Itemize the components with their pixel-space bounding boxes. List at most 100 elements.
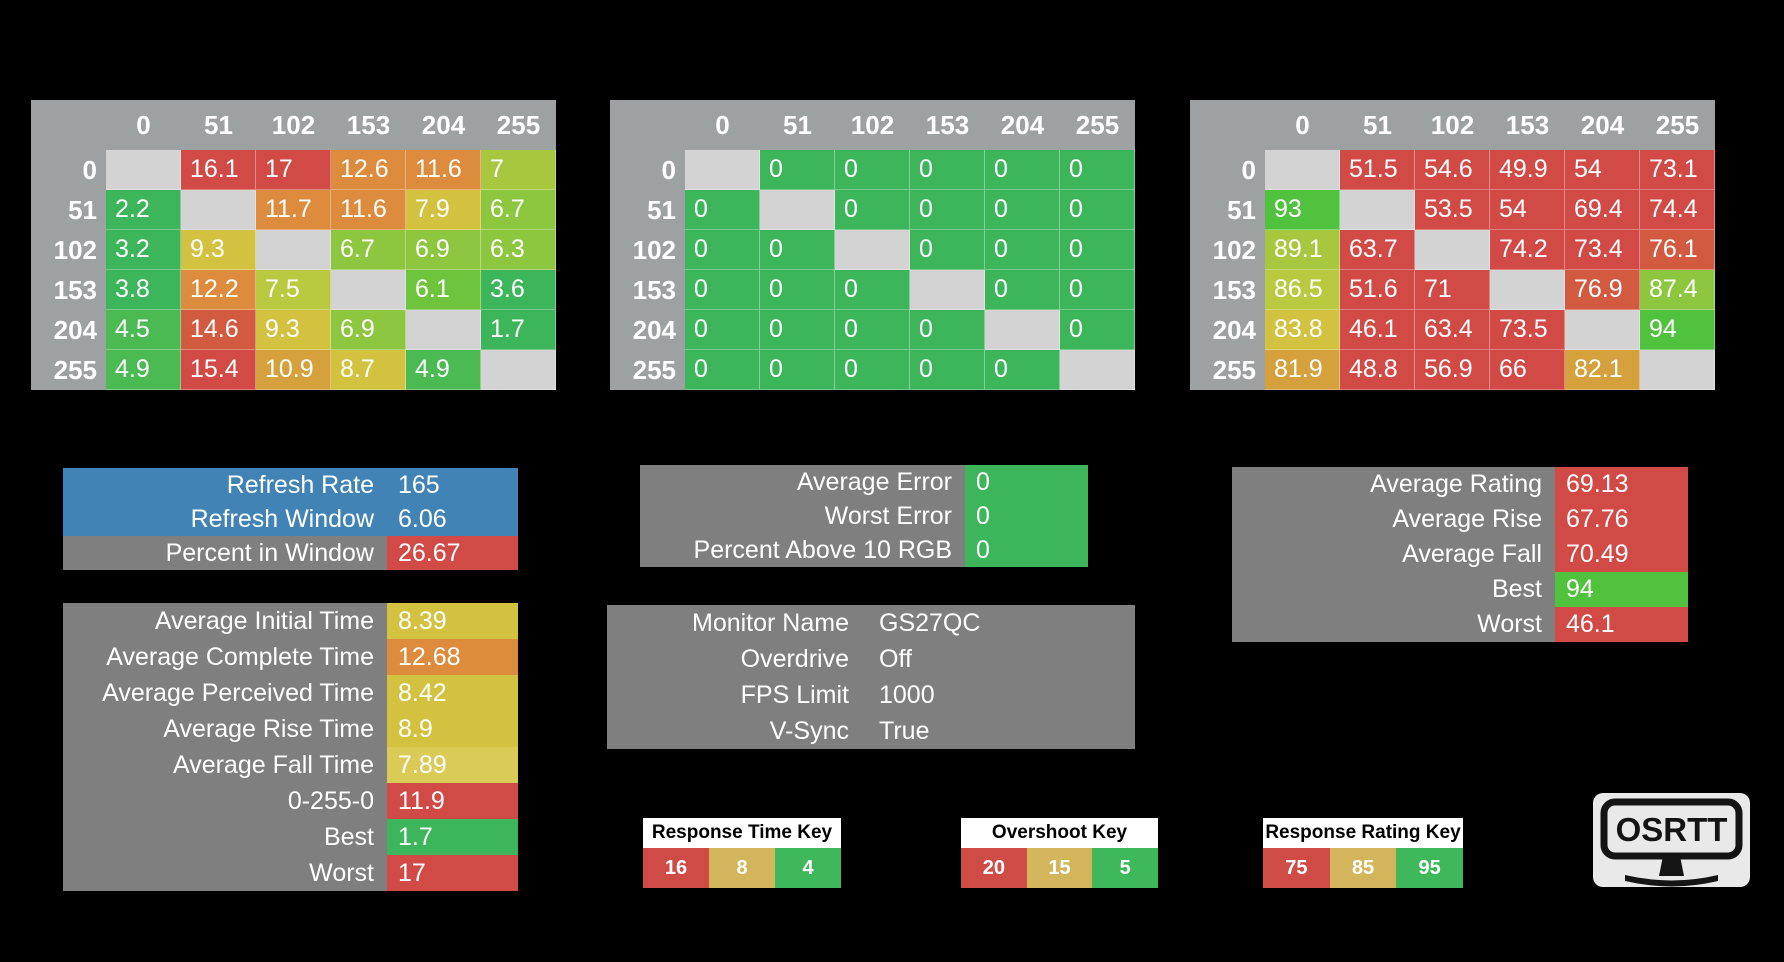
matrix-cell: 0 — [760, 150, 835, 190]
column-header: 51 — [783, 109, 812, 140]
column-header: 255 — [496, 109, 541, 140]
panel-row: Overdrive Off — [607, 641, 1135, 677]
panel-label: 0-255-0 — [63, 783, 387, 819]
matrix-cell — [256, 230, 331, 270]
matrix-cell: 1.7 — [481, 310, 556, 350]
matrix-cell: 69.4 — [1565, 190, 1640, 230]
matrix-cell: 10.9 — [256, 350, 331, 390]
overshoot-key: Overshoot Key 20 15 5 — [961, 818, 1159, 888]
matrix-cell: 82.1 — [1565, 350, 1640, 390]
matrix-cell: 6.3 — [481, 230, 556, 270]
matrix-cell: 76.9 — [1565, 270, 1640, 310]
panel-row: Best 94 — [1232, 572, 1688, 607]
panel-value: 165 — [387, 468, 518, 502]
key-swatch-row: 20 15 5 — [961, 848, 1159, 888]
monitor-base-icon — [1625, 875, 1718, 887]
matrix-cell: 53.5 — [1415, 190, 1490, 230]
panel-value: 67.76 — [1555, 502, 1688, 537]
key-swatch: 15 — [1026, 848, 1093, 888]
matrix-corner — [1190, 100, 1265, 150]
response-time-matrix: 0 51 102 153 204 255 0 16.1 17 12.6 11.6 7 51 2.2 11.7… — [31, 100, 556, 390]
row-header: 0 — [661, 154, 676, 185]
panel-row: Average Perceived Time 8.42 — [63, 675, 518, 711]
row-header: 0 — [1241, 154, 1256, 185]
panel-row: Worst 17 — [63, 855, 518, 891]
panel-value: 8.42 — [387, 675, 518, 711]
matrix-cell: 56.9 — [1415, 350, 1490, 390]
matrix-cell: 87.4 — [1640, 270, 1715, 310]
matrix-cell: 0 — [910, 150, 985, 190]
row-header: 0 — [82, 154, 97, 185]
panel-row: Percent in Window 26.67 — [63, 536, 518, 570]
key-title: Overshoot Key — [961, 818, 1158, 848]
matrix-cell: 9.3 — [181, 230, 256, 270]
panel-value: 17 — [387, 855, 518, 891]
panel-label: Average Fall Time — [63, 747, 387, 783]
matrix-cell: 51.6 — [1340, 270, 1415, 310]
matrix-cell: 4.9 — [406, 350, 481, 390]
matrix-cell: 0 — [1060, 230, 1135, 270]
column-header: 0 — [1295, 109, 1310, 140]
panel-label: Percent in Window — [63, 536, 387, 570]
panel-label: Average Initial Time — [63, 603, 387, 639]
panel-value: GS27QC — [862, 605, 1135, 641]
matrix-cell — [1490, 270, 1565, 310]
key-swatch: 85 — [1329, 848, 1397, 888]
matrix-cell: 49.9 — [1490, 150, 1565, 190]
matrix-cell — [331, 270, 406, 310]
row-header: 204 — [632, 314, 676, 345]
panel-value: 26.67 — [387, 536, 518, 570]
column-header: 102 — [271, 109, 316, 140]
matrix-cell: 12.2 — [181, 270, 256, 310]
row-header: 204 — [1212, 314, 1256, 345]
matrix-cell: 3.2 — [106, 230, 181, 270]
panel-value: 70.49 — [1555, 537, 1688, 572]
logo-card — [1593, 793, 1750, 887]
matrix-cell: 0 — [760, 350, 835, 390]
panel-row: V-Sync True — [607, 713, 1135, 749]
panel-label: Average Rise Time — [63, 711, 387, 747]
column-header: 153 — [925, 109, 970, 140]
matrix-cell: 0 — [910, 190, 985, 230]
matrix-cell: 6.9 — [331, 310, 406, 350]
panel-row: Average Rise 67.76 — [1232, 502, 1688, 537]
matrix-cell: 11.6 — [331, 190, 406, 230]
panel-label: Overdrive — [607, 641, 862, 677]
panel-row: Average Fall 70.49 — [1232, 537, 1688, 572]
matrix-cell: 83.8 — [1265, 310, 1340, 350]
matrix-cell: 14.6 — [181, 310, 256, 350]
matrix-cell: 0 — [910, 230, 985, 270]
matrix-cell: 0 — [835, 310, 910, 350]
row-header: 51 — [1227, 194, 1256, 225]
column-header: 204 — [1000, 109, 1045, 140]
matrix-cell: 73.1 — [1640, 150, 1715, 190]
panel-label: Worst Error — [640, 499, 965, 533]
matrix-cell: 15.4 — [181, 350, 256, 390]
osrtt-logo: OSRTT — [1593, 793, 1750, 887]
matrix-cell — [181, 190, 256, 230]
matrix-cell — [106, 150, 181, 190]
key-title: Response Rating Key — [1263, 818, 1463, 848]
row-header: 102 — [1212, 234, 1256, 265]
matrix-cell: 11.6 — [406, 150, 481, 190]
matrix-cell — [406, 310, 481, 350]
matrix-cell: 46.1 — [1340, 310, 1415, 350]
matrix-cell: 9.3 — [256, 310, 331, 350]
row-header: 153 — [632, 274, 676, 305]
matrix-cell: 6.7 — [481, 190, 556, 230]
matrix-cell — [1640, 350, 1715, 390]
matrix-cell: 7.5 — [256, 270, 331, 310]
matrix-corner — [31, 100, 106, 150]
panel-value: 69.13 — [1555, 467, 1688, 502]
matrix-cell: 54 — [1565, 150, 1640, 190]
matrix-cell: 94 — [1640, 310, 1715, 350]
matrix-cell — [1415, 230, 1490, 270]
column-header: 153 — [346, 109, 391, 140]
matrix-cell: 0 — [835, 190, 910, 230]
row-header: 51 — [68, 194, 97, 225]
matrix-cell: 0 — [835, 270, 910, 310]
matrix-cell: 2.2 — [106, 190, 181, 230]
panel-row: Refresh Window 6.06 — [63, 502, 518, 536]
panel-row: Monitor Name GS27QC — [607, 605, 1135, 641]
